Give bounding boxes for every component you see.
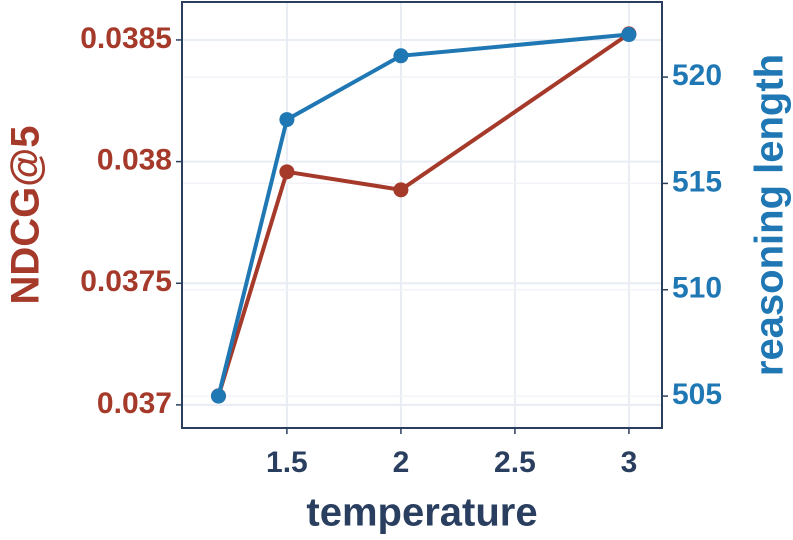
y-tick-label: 0.0385 (80, 22, 172, 55)
y-axis-title: NDCG@5 (4, 125, 48, 304)
line (216, 32, 630, 397)
y2-tick-label: 505 (672, 378, 722, 411)
line (216, 32, 631, 397)
y-tick-label: 0.038 (97, 144, 172, 177)
marker (279, 164, 295, 180)
marker (393, 48, 409, 64)
y2-axis-title: reasoning length (748, 54, 792, 376)
x-tick-label: 2.5 (494, 446, 536, 479)
marker (393, 182, 409, 198)
x-axis-title: temperature (306, 491, 537, 535)
plot-frame (181, 1, 663, 429)
x-tick-label: 1.5 (266, 446, 308, 479)
marker (279, 112, 295, 128)
grid (182, 2, 662, 428)
marker (210, 388, 226, 404)
marks (210, 26, 637, 404)
x-tick-label: 3 (621, 446, 638, 479)
y2-tick-label: 515 (672, 165, 722, 198)
y-tick-label: 0.037 (97, 387, 172, 420)
marker (621, 27, 637, 43)
y2-tick-label: 510 (672, 272, 722, 305)
y2-tick-label: 520 (672, 59, 722, 92)
x-tick-label: 2 (393, 446, 410, 479)
y-tick-label: 0.0375 (80, 265, 172, 298)
